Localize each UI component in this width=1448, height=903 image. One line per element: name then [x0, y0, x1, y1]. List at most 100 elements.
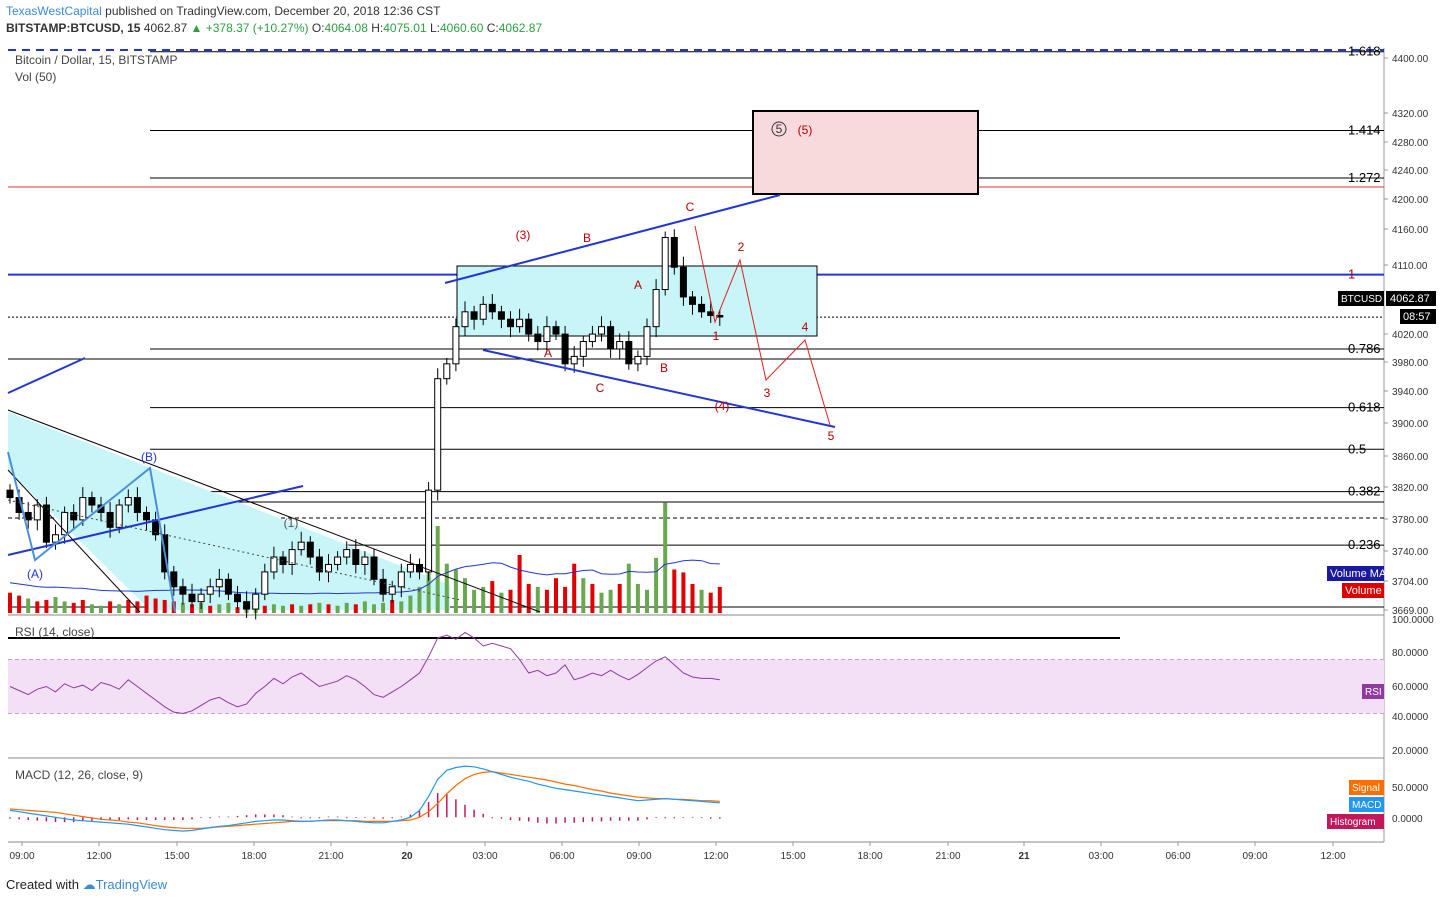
rsi-legend: RSI — [1365, 687, 1382, 698]
candle-body — [598, 326, 605, 335]
volume-bar — [17, 595, 22, 613]
time-tick-label: 18:00 — [241, 851, 266, 862]
volume-bar — [554, 578, 558, 613]
volume-ma-badge — [1327, 566, 1384, 581]
candle-body — [461, 311, 469, 328]
wave-label: C — [686, 200, 695, 214]
volume-bar — [335, 605, 340, 613]
signal-line — [9, 771, 720, 829]
countdown-badge — [1400, 309, 1436, 324]
open-label: O: — [311, 21, 325, 35]
candle-body — [679, 266, 687, 298]
candle-body — [634, 355, 642, 365]
wave-5-circle-icon — [771, 121, 787, 137]
volume-bar — [190, 604, 194, 613]
volume-bar — [217, 604, 222, 613]
volume-bar — [426, 552, 431, 613]
volume-bar — [681, 572, 686, 613]
candle-body — [124, 497, 132, 506]
time-tick-label: 20 — [401, 851, 413, 862]
author-link[interactable]: TexasWestCapital — [6, 4, 102, 18]
tradingview-link[interactable]: TradingView — [95, 877, 168, 892]
volume-bar — [390, 599, 395, 613]
close-value: 4062.87 — [498, 21, 543, 35]
volume-bar — [690, 584, 695, 613]
wedge-descending-line — [7, 409, 541, 613]
candle-body — [270, 556, 278, 573]
candle-body — [643, 326, 651, 357]
volume-bar — [162, 599, 167, 613]
candle-body — [188, 593, 196, 603]
volume-bar — [463, 578, 467, 613]
price-tick-label: 3669.00 — [1392, 606, 1429, 617]
candle-body — [143, 511, 150, 521]
volume-bar — [517, 555, 522, 613]
time-tick-label: 21:00 — [935, 851, 960, 862]
volume-bar — [645, 589, 649, 613]
candle-body — [698, 303, 706, 313]
candle-body — [361, 556, 369, 565]
price-change: ▲ +378.37 (+10.27%) — [190, 21, 309, 35]
price-tick-label: 4160.00 — [1392, 225, 1429, 236]
candle-body — [70, 511, 78, 521]
candle-body — [79, 497, 87, 521]
volume-bar — [44, 599, 49, 613]
upper-trendline — [444, 194, 781, 284]
volume-bar — [290, 604, 295, 613]
volume-bar — [99, 605, 103, 613]
time-tick-label: 21:00 — [318, 851, 343, 862]
fib-level-label: 1.618 — [1348, 44, 1381, 59]
volume-bar — [663, 502, 668, 613]
time-tick-label: 12:00 — [86, 851, 111, 862]
volume-bar — [71, 602, 76, 613]
wave-label: B — [660, 361, 668, 375]
price-tick-label: 3900.00 — [1392, 419, 1429, 430]
volume-bar — [563, 586, 568, 613]
candle-body — [579, 341, 587, 357]
volume-bar — [353, 604, 358, 613]
volume-bar — [308, 604, 313, 613]
candle-body — [534, 333, 542, 343]
wave-label: C — [596, 381, 605, 395]
candle-body — [406, 563, 414, 573]
candle-body — [88, 497, 96, 506]
time-tick-label: 12:00 — [1320, 851, 1345, 862]
candle-body — [252, 593, 260, 610]
candle-body — [306, 541, 314, 558]
volume-bar — [581, 578, 586, 613]
rsi-badge — [1362, 684, 1384, 699]
rsi-tick-label: 20.0000 — [1392, 746, 1429, 757]
macd-legend-badge — [1327, 814, 1384, 829]
volume-bar — [672, 569, 677, 613]
volume-bar — [408, 595, 413, 613]
price-tick-label: 3980.00 — [1392, 358, 1429, 369]
volume-bar — [435, 526, 440, 613]
volume-bar — [526, 584, 531, 613]
volume-bar — [26, 598, 31, 613]
fib-level-label: 0.236 — [1348, 537, 1381, 552]
rsi-tick-label: 100.0000 — [1392, 615, 1434, 626]
price-tick-label: 3740.00 — [1392, 547, 1429, 558]
volume-bar — [144, 595, 149, 613]
wave-label: 3 — [764, 386, 771, 400]
macd-title: MACD (12, 26, close, 9) — [15, 768, 143, 782]
rsi-tick-label: 80.0000 — [1392, 648, 1429, 659]
candle-body — [488, 303, 496, 313]
volume-bar — [717, 586, 722, 613]
candle-body — [497, 311, 505, 320]
price-tick-label: 3940.00 — [1392, 387, 1429, 398]
candle-body — [234, 593, 241, 603]
volume-bar — [108, 601, 113, 613]
high-value: 4075.01 — [383, 21, 427, 35]
volume-bar — [208, 605, 213, 613]
candle-body — [689, 296, 696, 305]
wave-label: 5 — [776, 122, 783, 136]
volume-bar — [299, 605, 304, 613]
volume-bar — [608, 589, 613, 613]
volume-bar — [235, 607, 240, 613]
volume-bar — [508, 589, 513, 613]
volume-bar — [399, 601, 404, 613]
candle-body — [543, 326, 551, 343]
candle-body — [133, 497, 141, 513]
